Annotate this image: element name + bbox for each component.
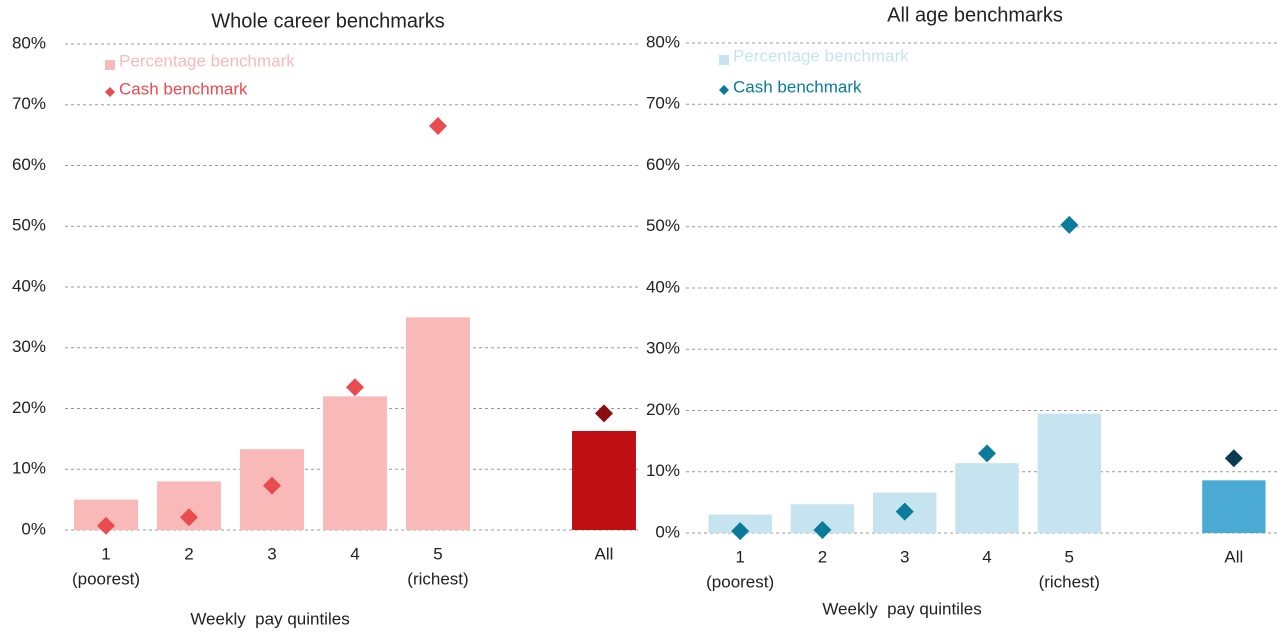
y-tick-label: 30% [646,339,680,358]
y-tick-label: 40% [12,276,46,295]
y-tick-label: 60% [646,155,680,174]
legend-swatch [105,60,115,70]
legend-label: Cash benchmark [119,79,248,98]
bar [323,396,387,530]
y-tick-label: 10% [12,459,46,478]
x-tick-label: 3 [900,547,909,566]
bar [572,430,636,530]
diamond-marker [978,444,996,463]
y-tick-label: 50% [12,216,46,235]
diamond-marker [731,522,750,541]
x-tick-label: 2 [818,547,827,566]
legend-label: Percentage benchmark [733,46,909,65]
x-tick-label: 2 [184,544,193,563]
y-tick-label: 40% [646,277,680,296]
diamond-marker [813,520,832,539]
y-tick-label: 80% [646,32,680,51]
diamond-marker [1224,449,1243,468]
diamond-marker [263,476,281,495]
y-tick-label: 20% [12,398,46,417]
x-tick-label: All [595,544,614,563]
x-axis-label: Weekly pay quintiles [190,609,349,628]
x-tick-label: 5 [433,544,442,563]
y-tick-label: 60% [12,155,46,174]
x-tick-sublabel: (richest) [407,569,468,588]
diamond-marker [595,404,613,423]
x-tick-sublabel: (richest) [1039,572,1100,591]
bar [406,317,470,530]
chart-title: Whole career benchmarks [211,10,444,32]
chart-title: All age benchmarks [887,4,1063,26]
legend-label: Cash benchmark [733,77,862,96]
x-tick-sublabel: (poorest) [72,569,140,588]
diamond-marker [429,117,447,136]
legend-swatch [719,55,729,65]
x-axis-label: Weekly pay quintiles [822,599,981,618]
x-tick-sublabel: (poorest) [706,572,774,591]
y-tick-label: 50% [646,216,680,235]
legend-label: Percentage benchmark [119,51,295,70]
y-tick-label: 0% [655,522,680,541]
bar [1202,480,1266,533]
y-tick-label: 70% [646,94,680,113]
x-tick-label: All [1224,547,1243,566]
legend-swatch [719,85,729,95]
x-tick-label: 1 [101,544,110,563]
y-tick-label: 30% [12,337,46,356]
legend-swatch [105,87,115,97]
bar [955,463,1019,533]
diamond-marker [180,508,198,527]
bar [1037,413,1101,533]
diamond-marker [895,502,914,521]
x-tick-label: 1 [735,547,744,566]
diamond-marker [97,516,115,535]
y-tick-label: 80% [12,33,46,52]
y-tick-label: 20% [646,400,680,419]
diamond-marker [1060,215,1079,234]
x-tick-label: 4 [982,547,991,566]
diamond-marker [346,378,364,397]
y-tick-label: 0% [21,519,46,538]
y-tick-label: 10% [646,461,680,480]
x-tick-label: 3 [267,544,276,563]
x-tick-label: 4 [350,544,359,563]
y-tick-label: 70% [12,94,46,113]
x-tick-label: 5 [1065,547,1074,566]
